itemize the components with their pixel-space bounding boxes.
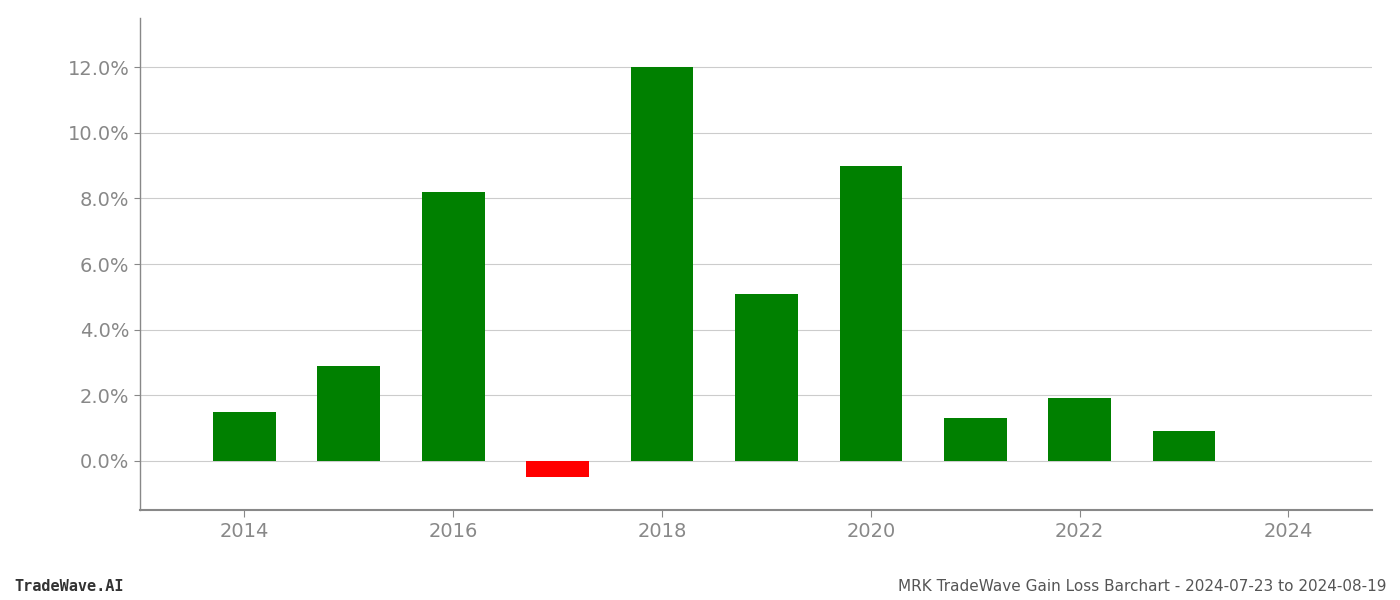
Bar [318,365,381,461]
Bar [840,166,902,461]
Bar [1049,398,1112,461]
Bar [421,192,484,461]
Bar [1152,431,1215,461]
Bar [735,293,798,461]
Bar [213,412,276,461]
Bar [631,67,693,461]
Text: TradeWave.AI: TradeWave.AI [14,579,123,594]
Bar [526,461,589,477]
Bar [944,418,1007,461]
Text: MRK TradeWave Gain Loss Barchart - 2024-07-23 to 2024-08-19: MRK TradeWave Gain Loss Barchart - 2024-… [897,579,1386,594]
